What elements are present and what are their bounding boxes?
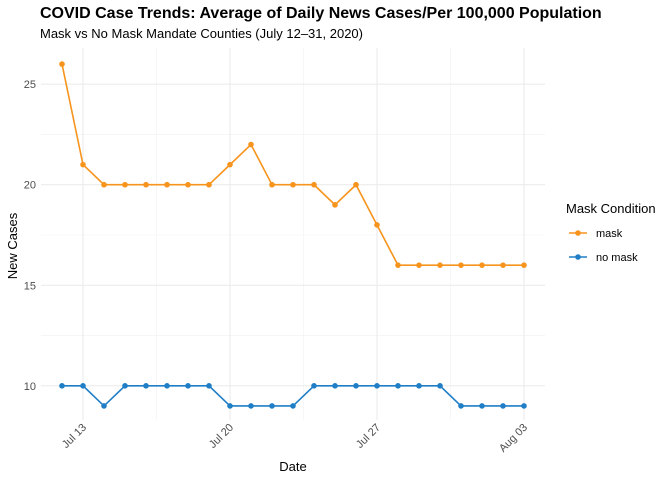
data-point xyxy=(80,383,86,389)
grid-lines xyxy=(41,48,545,420)
data-point xyxy=(248,141,254,148)
legend-items: mask no mask xyxy=(569,228,638,264)
legend-label: no mask xyxy=(596,252,638,264)
data-point xyxy=(59,383,65,389)
data-point xyxy=(143,383,149,389)
y-axis-ticks: 10 15 20 25 xyxy=(24,79,36,393)
data-point xyxy=(164,181,170,188)
data-point xyxy=(101,403,107,409)
legend-label: mask xyxy=(596,228,623,240)
x-tick-label: Aug 03 xyxy=(497,422,530,455)
data-point xyxy=(332,383,338,389)
legend-key-point xyxy=(575,230,581,236)
data-point xyxy=(521,262,527,268)
series-line xyxy=(62,385,524,408)
data-point xyxy=(395,262,401,268)
data-point xyxy=(500,403,506,409)
y-tick-label: 25 xyxy=(24,79,36,91)
data-point xyxy=(227,161,233,168)
data-point xyxy=(290,403,296,409)
data-point xyxy=(353,181,359,188)
data-point xyxy=(479,403,485,409)
data-point xyxy=(416,383,422,389)
y-axis-title: New Cases xyxy=(5,212,20,279)
x-axis-title: Date xyxy=(279,459,306,474)
data-point xyxy=(311,383,317,389)
data-point xyxy=(269,181,275,188)
data-point xyxy=(395,383,401,389)
data-point xyxy=(248,403,254,409)
y-tick-label: 20 xyxy=(24,180,36,192)
series-lines xyxy=(59,61,527,409)
chart-subtitle: Mask vs No Mask Mandate Counties (July 1… xyxy=(40,26,363,41)
data-point xyxy=(458,262,464,268)
x-tick-label: Jul 20 xyxy=(207,422,236,451)
data-point xyxy=(206,181,212,188)
data-point xyxy=(143,181,149,188)
data-point xyxy=(416,262,422,268)
data-point xyxy=(458,403,464,409)
x-axis-ticks: Jul 13 Jul 20 Jul 27 Aug 03 xyxy=(60,422,530,455)
data-point xyxy=(59,61,65,67)
data-point xyxy=(332,202,338,208)
y-tick-label: 10 xyxy=(24,381,36,393)
data-point xyxy=(500,262,506,268)
data-point xyxy=(80,161,86,168)
data-point xyxy=(122,181,128,188)
data-point xyxy=(290,181,296,188)
legend-title: Mask Condition xyxy=(566,201,656,216)
legend-key-point xyxy=(575,254,581,260)
data-point xyxy=(269,403,275,409)
data-point xyxy=(185,181,191,188)
y-tick-label: 15 xyxy=(24,280,36,292)
legend: Mask Condition mask no mask xyxy=(566,201,656,264)
data-point xyxy=(374,383,380,389)
data-point xyxy=(101,181,107,188)
data-point xyxy=(353,383,359,389)
data-point xyxy=(122,383,128,389)
data-point xyxy=(479,262,485,268)
data-point xyxy=(164,383,170,389)
x-tick-label: Jul 27 xyxy=(354,422,383,451)
data-point xyxy=(227,403,233,409)
data-point xyxy=(206,383,212,389)
data-point xyxy=(374,222,380,228)
data-point xyxy=(521,403,527,409)
data-point xyxy=(185,383,191,389)
data-point xyxy=(311,181,317,188)
x-tick-label: Jul 13 xyxy=(60,422,89,451)
data-point xyxy=(437,383,443,389)
chart-title: COVID Case Trends: Average of Daily News… xyxy=(40,5,602,22)
data-point xyxy=(437,262,443,268)
